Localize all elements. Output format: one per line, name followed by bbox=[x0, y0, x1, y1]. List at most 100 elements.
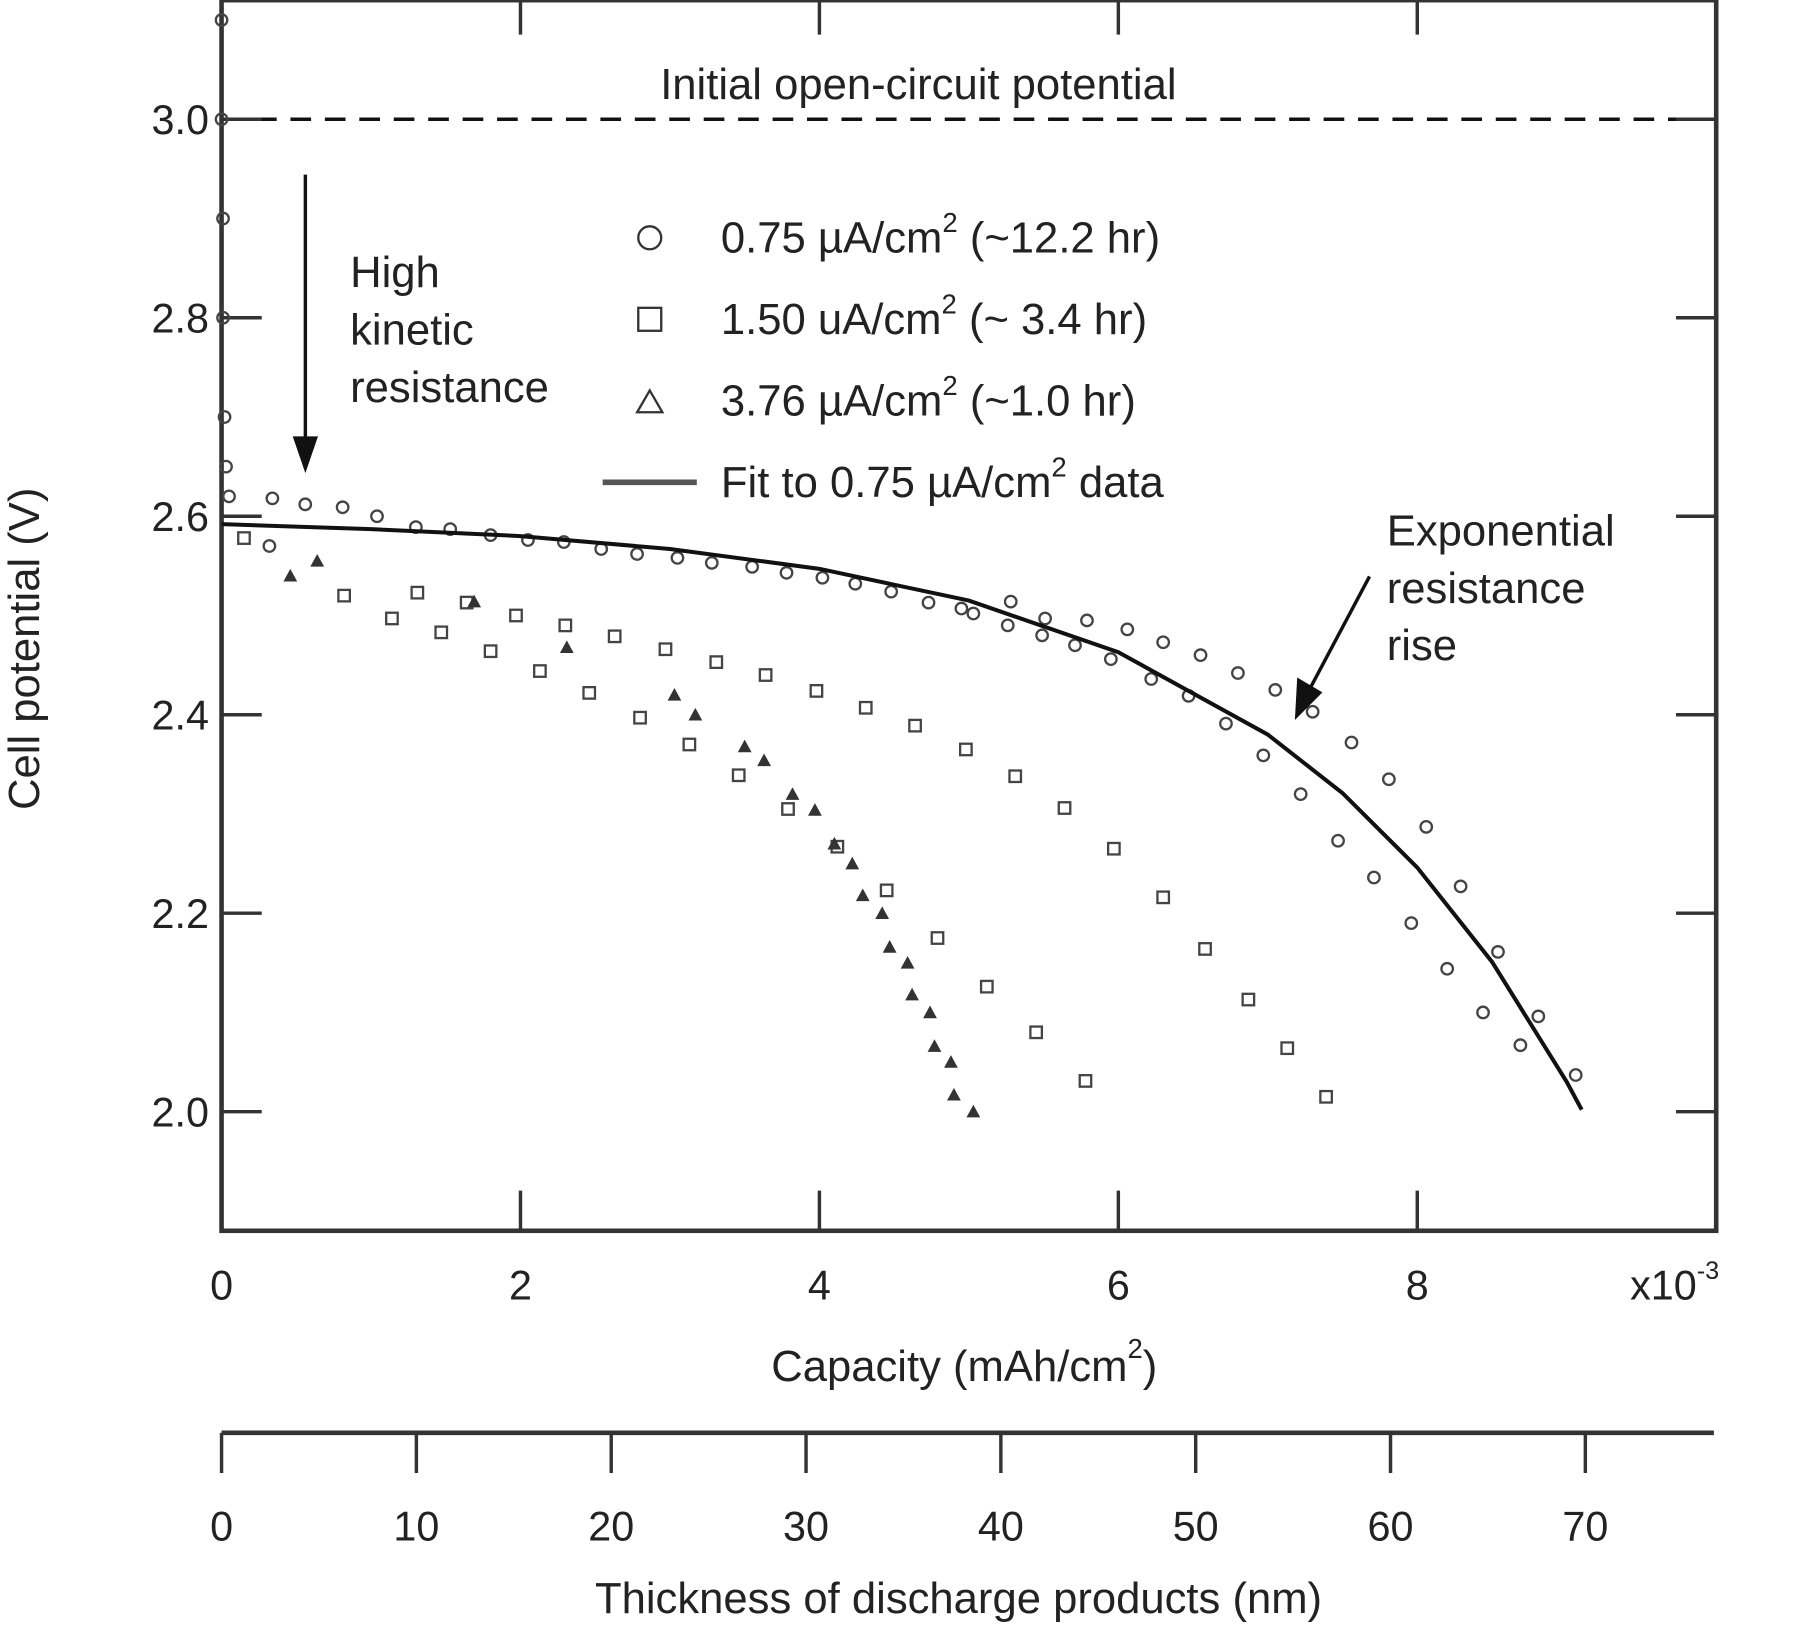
point-circle bbox=[884, 584, 899, 599]
point-circle bbox=[1256, 748, 1271, 763]
reference-line-label: Initial open-circuit potential bbox=[660, 61, 1176, 109]
point-square bbox=[879, 883, 894, 898]
point-circle bbox=[1419, 819, 1434, 834]
point-square bbox=[1008, 769, 1023, 784]
point-square bbox=[337, 588, 352, 603]
point-square bbox=[558, 618, 573, 633]
arrow-kinetic bbox=[292, 174, 318, 474]
y-axis-label: Cell potential (V) bbox=[1, 488, 49, 810]
point-circle bbox=[1219, 716, 1233, 731]
point-circle bbox=[1531, 1009, 1546, 1024]
secondary-x-tick-label: 40 bbox=[978, 1504, 1024, 1550]
point-square bbox=[533, 664, 547, 678]
point-circle bbox=[1268, 683, 1283, 697]
point-triangle bbox=[923, 1005, 937, 1019]
point-triangle bbox=[882, 940, 897, 953]
point-circle bbox=[954, 601, 969, 616]
point-square bbox=[1198, 942, 1212, 956]
secondary-x-tick-label: 50 bbox=[1173, 1504, 1219, 1550]
annotation-kinetic-3: resistance bbox=[350, 364, 549, 412]
y-tick-label: 2.4 bbox=[151, 693, 208, 739]
fit-curve bbox=[221, 522, 1584, 1111]
point-square bbox=[582, 685, 597, 700]
legend-marker-square bbox=[637, 306, 663, 332]
point-square bbox=[410, 585, 425, 600]
legend: 0.75 µA/cm2 (~12.2 hr) 1.50 uA/cm2 (~ 3.… bbox=[602, 207, 1165, 508]
y-tick-label: 2.6 bbox=[151, 494, 208, 540]
point-circle bbox=[1231, 666, 1245, 680]
point-square bbox=[781, 802, 795, 816]
point-square bbox=[434, 625, 449, 640]
point-circle bbox=[1331, 833, 1345, 848]
point-circle bbox=[265, 491, 280, 506]
point-circle bbox=[214, 112, 229, 127]
point-circle bbox=[1193, 648, 1208, 663]
y-tick-label: 3.0 bbox=[151, 97, 208, 143]
point-square bbox=[1078, 1074, 1093, 1088]
x-tick-label: 8 bbox=[1406, 1263, 1429, 1309]
legend-entry-1: 1.50 uA/cm2 (~ 3.4 hr) bbox=[721, 289, 1147, 345]
point-circle bbox=[1156, 635, 1171, 650]
point-square bbox=[509, 608, 523, 623]
x-tick-label: 4 bbox=[808, 1263, 831, 1309]
point-circle bbox=[1404, 916, 1419, 931]
arrow-exponential bbox=[1294, 575, 1372, 720]
point-triangle bbox=[845, 856, 860, 870]
secondary-x-tick-label: 0 bbox=[210, 1504, 233, 1550]
point-triangle bbox=[944, 1055, 958, 1068]
point-square bbox=[237, 531, 251, 545]
point-square bbox=[1156, 890, 1171, 905]
point-triangle bbox=[310, 554, 325, 567]
point-circle bbox=[966, 606, 981, 621]
point-triangle bbox=[667, 687, 682, 701]
point-circle bbox=[216, 211, 230, 226]
point-triangle bbox=[905, 987, 919, 1001]
legend-marker-triangle bbox=[635, 388, 665, 414]
point-square bbox=[607, 629, 622, 644]
point-circle bbox=[1367, 870, 1381, 885]
point-triangle bbox=[283, 568, 298, 582]
axis-ticks: 0 2 4 6 8 2.0 2.2 2.4 2.6 2.8 3.0 0 10 20 30 40 50 60 70 bbox=[151, 0, 1717, 1550]
point-square bbox=[1241, 992, 1256, 1007]
point-circle bbox=[1491, 945, 1505, 959]
point-triangle bbox=[855, 888, 870, 902]
point-circle bbox=[670, 551, 685, 565]
point-circle bbox=[1293, 787, 1308, 802]
point-square bbox=[1319, 1089, 1333, 1104]
annotation-exp-2: resistance bbox=[1387, 565, 1586, 613]
point-triangle bbox=[947, 1087, 961, 1101]
point-square bbox=[731, 768, 746, 783]
point-circle bbox=[214, 13, 229, 27]
point-square bbox=[908, 718, 922, 733]
point-triangle bbox=[785, 787, 800, 800]
point-circle bbox=[1080, 613, 1094, 628]
point-triangle bbox=[875, 906, 890, 919]
point-circle bbox=[1038, 611, 1052, 626]
plot-border bbox=[219, 0, 1719, 1234]
point-triangle bbox=[559, 640, 574, 653]
point-circle bbox=[1120, 622, 1135, 637]
point-square bbox=[858, 700, 873, 715]
point-triangle bbox=[827, 836, 842, 850]
legend-entry-2: 3.76 µA/cm2 (~1.0 hr) bbox=[721, 370, 1136, 426]
point-circle bbox=[779, 565, 794, 580]
point-circle bbox=[704, 555, 719, 570]
point-triangle bbox=[467, 594, 482, 608]
point-circle bbox=[1144, 672, 1159, 686]
secondary-x-axis-label: Thickness of discharge products (nm) bbox=[595, 1575, 1322, 1623]
point-circle bbox=[219, 459, 233, 474]
point-circle bbox=[1453, 879, 1468, 894]
y-tick-label: 2.2 bbox=[151, 891, 208, 937]
annotation-kinetic-2: kinetic bbox=[350, 307, 474, 355]
point-circle bbox=[335, 500, 350, 515]
point-circle bbox=[630, 547, 644, 561]
point-square bbox=[1280, 1041, 1295, 1056]
x-tick-label: 2 bbox=[509, 1263, 532, 1309]
point-triangle bbox=[688, 707, 703, 721]
point-triangle bbox=[737, 739, 752, 753]
legend-entry-3: Fit to 0.75 µA/cm2 data bbox=[721, 452, 1165, 508]
point-circle bbox=[1035, 628, 1050, 643]
legend-marker-circle bbox=[637, 225, 663, 251]
point-square bbox=[758, 668, 773, 682]
point-triangle bbox=[900, 955, 915, 969]
